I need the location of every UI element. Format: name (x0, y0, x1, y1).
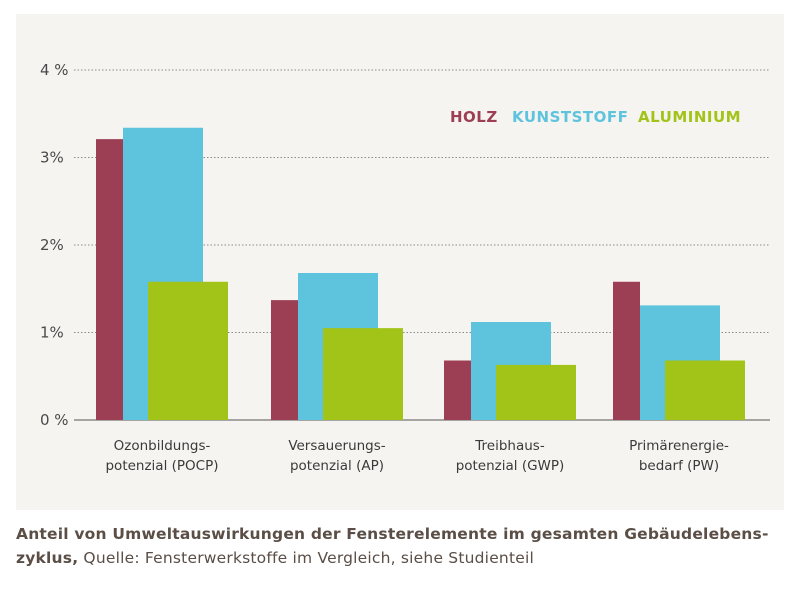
y-tick-label: 4 % (40, 61, 69, 79)
bar-holz-3 (444, 360, 471, 420)
y-tick-label: 1% (40, 324, 64, 342)
figure-caption: Anteil von Umweltauswirkungen der Fenste… (16, 522, 786, 570)
y-tick-label: 2% (40, 236, 64, 254)
caption-bold-text: Anteil von Umweltauswirkungen der Fenste… (16, 525, 769, 567)
bar-chart: 0 % 1% 2% 3% 4 % Ozonbildungs-potenzial (POCP… (40, 61, 770, 474)
legend-aluminium: ALUMINIUM (638, 108, 741, 126)
x-category-label: Ozonbildungs- (114, 438, 211, 454)
x-category-label: potenzial (GWP) (456, 458, 565, 474)
bar-holz-2 (271, 300, 298, 420)
bar-aluminium-2 (323, 328, 403, 420)
bar-aluminium-3 (496, 364, 576, 420)
caption-source-text: Quelle: Fensterwerkstoffe im Vergleich, … (78, 549, 534, 567)
bar-aluminium-1 (148, 281, 228, 420)
chart-panel: 0 % 1% 2% 3% 4 % Ozonbildungs-potenzial (POCP… (16, 14, 784, 510)
y-tick-label: 3% (40, 149, 64, 167)
y-tick-label: 0 % (40, 411, 69, 429)
legend-holz: HOLZ (450, 108, 498, 126)
x-category-label: potenzial (POCP) (105, 458, 218, 474)
legend-kunststoff: KUNSTSTOFF (512, 108, 628, 126)
x-category-label: potenzial (AP) (290, 458, 384, 474)
x-category-label: Versauerungs- (288, 438, 385, 454)
x-category-label: Primärenergie- (629, 438, 729, 454)
bar-holz-1 (96, 139, 123, 420)
x-category-label: bedarf (PW) (639, 458, 719, 474)
bar-aluminium-4 (665, 360, 745, 420)
bar-holz-4 (613, 281, 640, 420)
x-category-label: Treibhaus- (474, 438, 545, 454)
